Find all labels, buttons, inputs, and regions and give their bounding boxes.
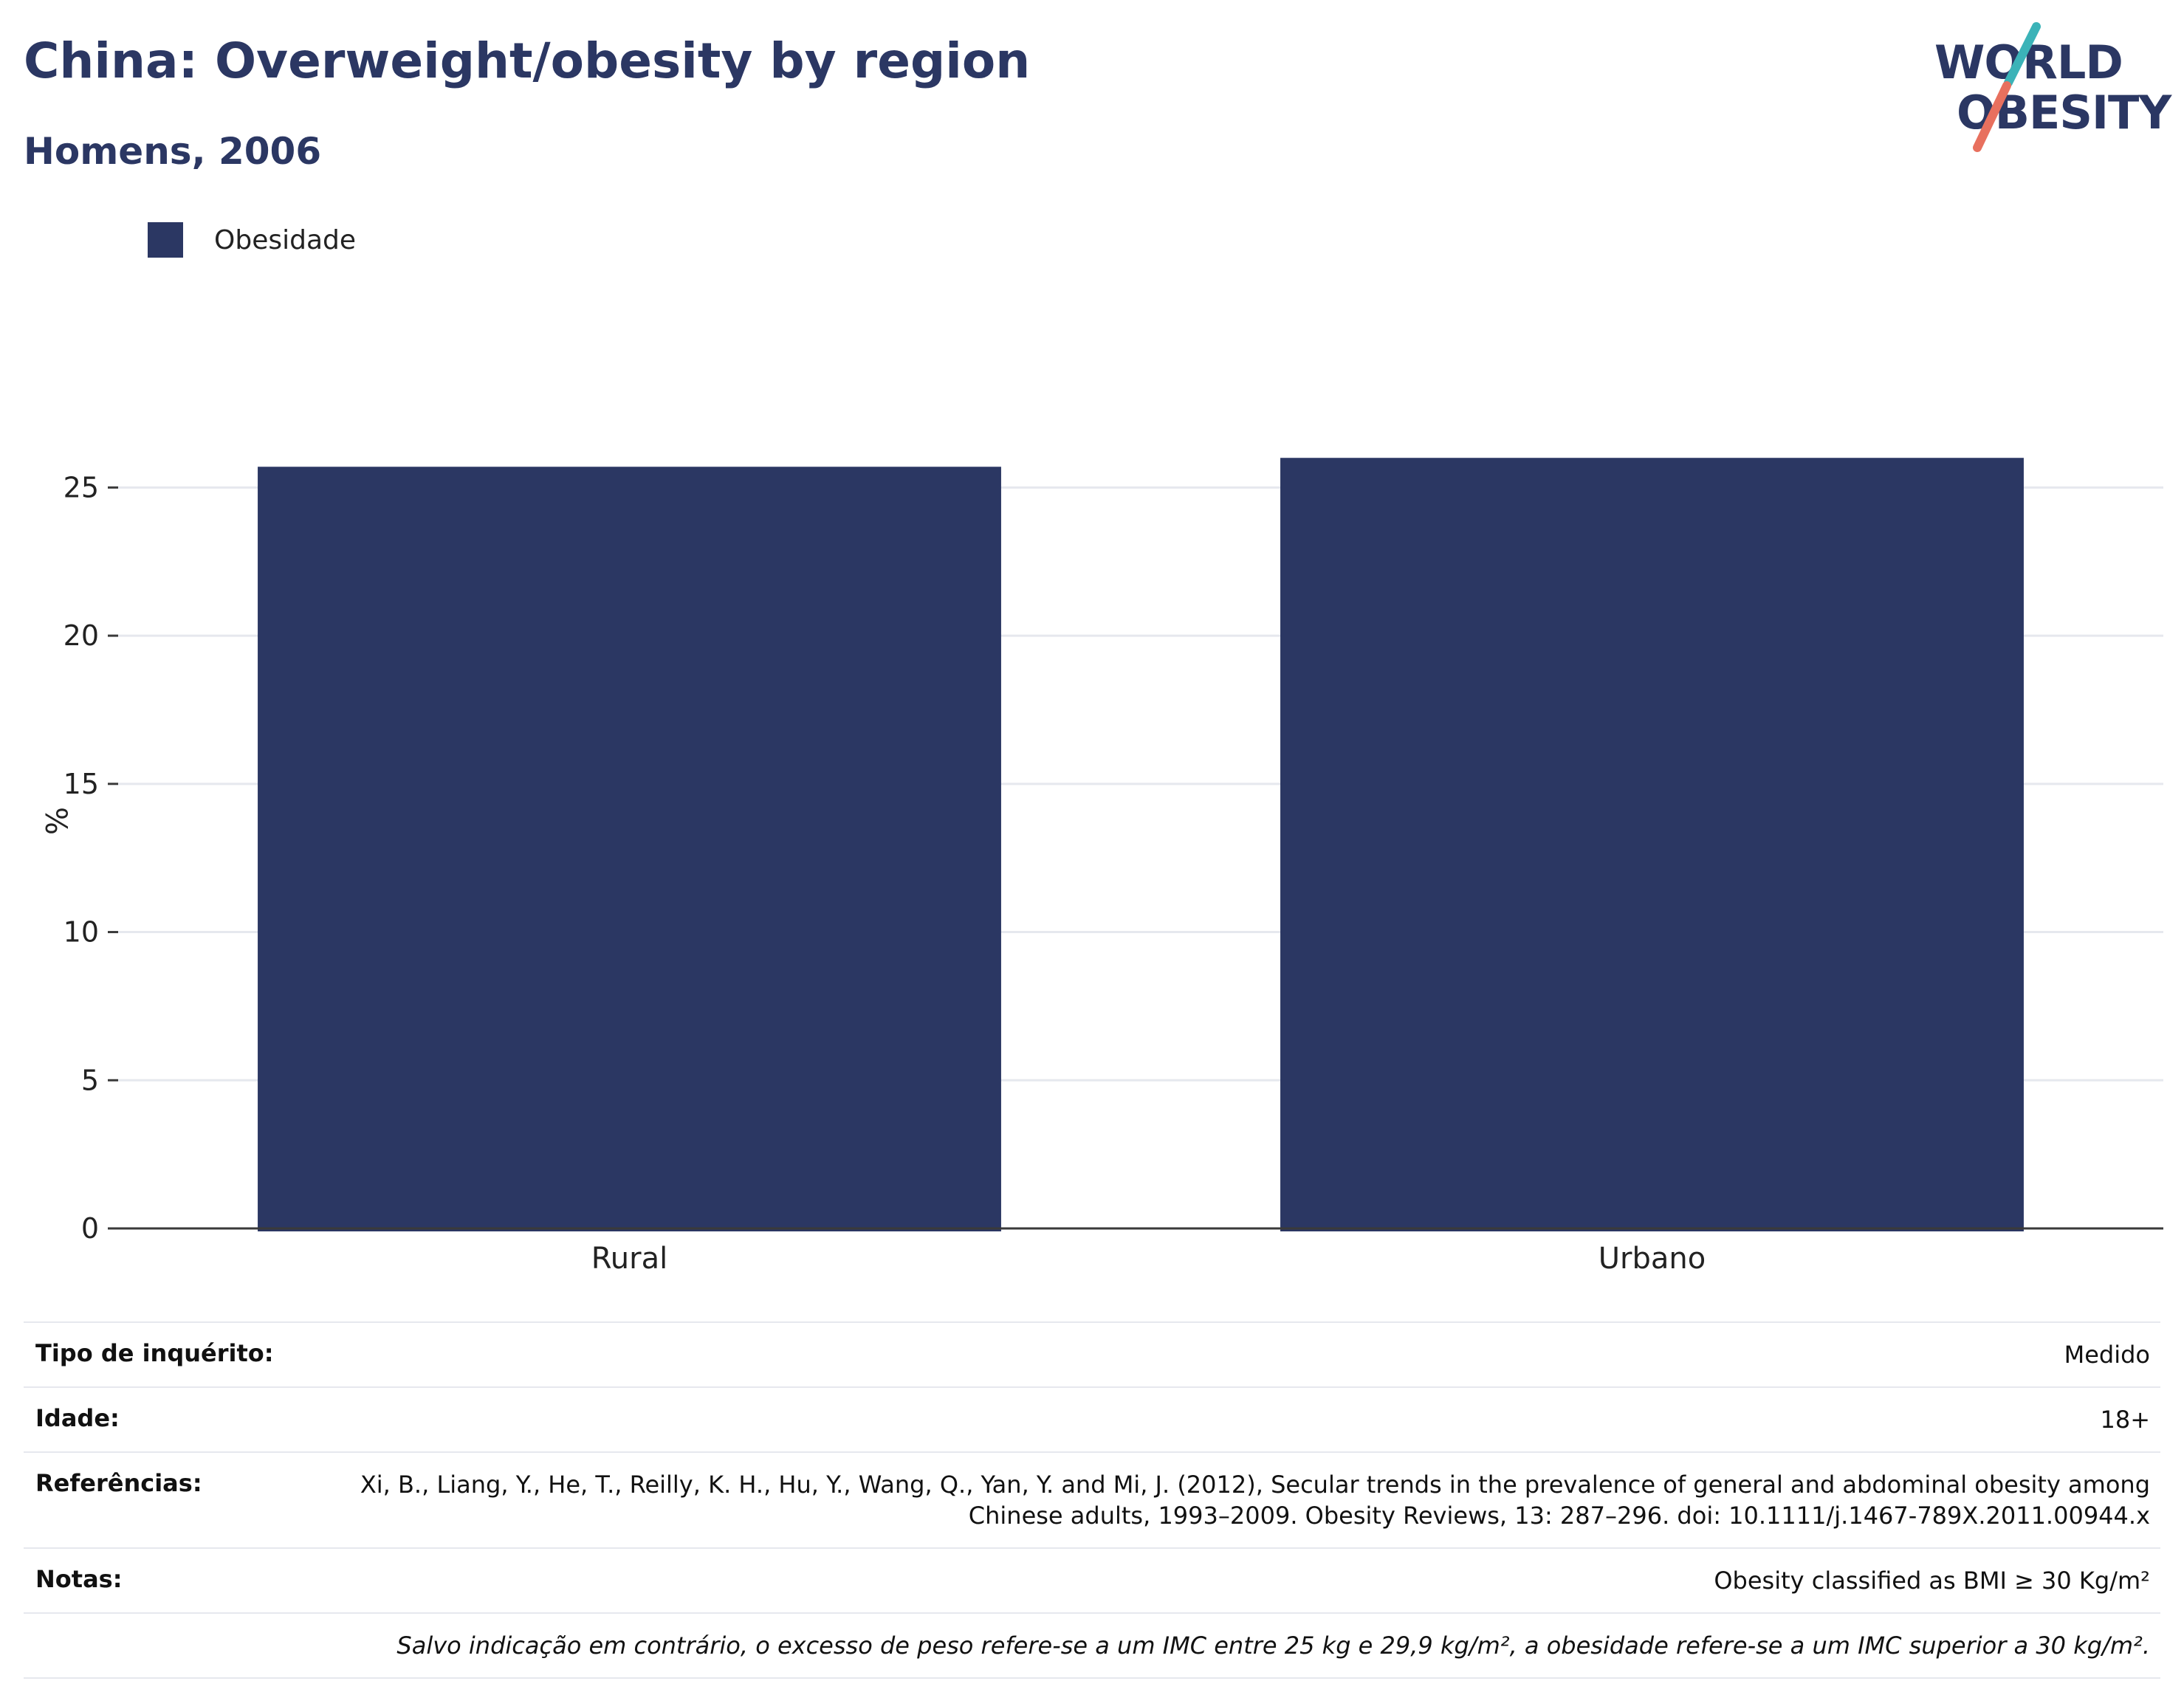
logo-slash-icon	[1973, 22, 2041, 152]
y-tick-label: 0	[81, 1212, 99, 1245]
y-axis-label: %	[38, 807, 72, 835]
info-table: Tipo de inquérito: Medido Idade: 18+ Ref…	[24, 1321, 2160, 1679]
y-tick-label: 10	[63, 916, 99, 949]
info-value: Medido	[2064, 1341, 2150, 1369]
y-axis-ticks: 0 5 10 15 20 25	[63, 471, 118, 1245]
info-row-notes: Notas: Obesity classified as BMI ≥ 30 Kg…	[24, 1547, 2160, 1612]
x-tick-label: Rural	[591, 1242, 667, 1276]
info-key: Notas:	[35, 1565, 123, 1593]
info-key: Tipo de inquérito:	[35, 1339, 274, 1367]
x-tick-label: Urbano	[1598, 1242, 1706, 1276]
y-tick-label: 15	[63, 768, 99, 800]
info-key: Idade:	[35, 1404, 120, 1432]
y-tick-label: 5	[81, 1064, 99, 1096]
chart-bars	[258, 458, 2024, 1231]
chart-title: China: Overweight/obesity by region	[24, 32, 1031, 89]
world-obesity-logo: WORLD OBESITY	[1927, 21, 2171, 154]
legend-swatch-obesidade	[148, 222, 183, 258]
bar-chart: 0 5 10 15 20 25 Rural Urbano %	[38, 458, 2163, 1276]
info-value: Xi, B., Liang, Y., He, T., Reilly, K. H.…	[360, 1471, 2150, 1530]
info-row-references: Referências: Xi, B., Liang, Y., He, T., …	[24, 1451, 2160, 1547]
chart-legend: Obesidade	[148, 221, 356, 258]
y-tick-label: 25	[63, 471, 99, 503]
info-value: Obesity classified as BMI ≥ 30 Kg/m²	[1714, 1567, 2150, 1595]
info-key: Referências:	[35, 1469, 202, 1497]
x-axis-ticks: Rural Urbano	[591, 1242, 1706, 1276]
info-row-age: Idade: 18+	[24, 1386, 2160, 1451]
info-value: 18+	[2100, 1406, 2150, 1434]
chart-subtitle: Homens, 2006	[24, 130, 322, 173]
info-footnote-row: Salvo indicação em contrário, o excesso …	[24, 1612, 2160, 1679]
legend-label-obesidade: Obesidade	[214, 224, 357, 255]
info-footnote: Salvo indicação em contrário, o excesso …	[396, 1632, 2150, 1660]
bar-urbano	[1280, 458, 2024, 1231]
y-tick-label: 20	[63, 619, 99, 652]
bar-rural	[258, 467, 1001, 1231]
info-row-survey-type: Tipo de inquérito: Medido	[24, 1321, 2160, 1386]
